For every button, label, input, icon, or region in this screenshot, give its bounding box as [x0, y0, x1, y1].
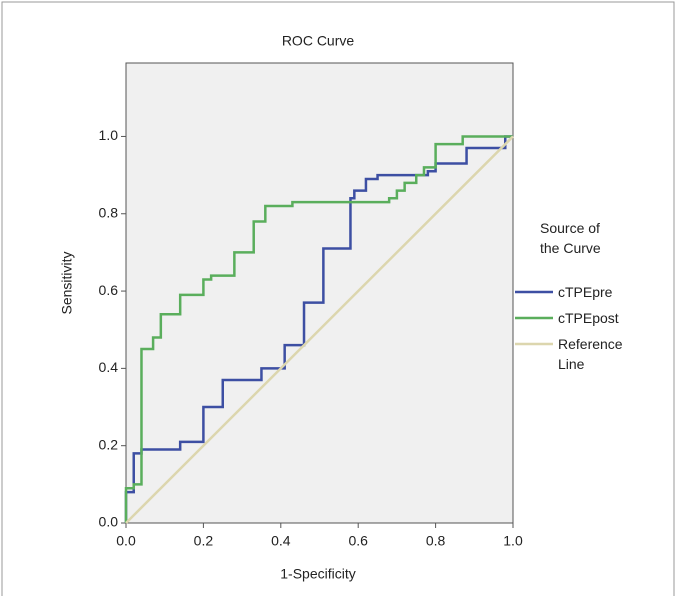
roc-line — [124, 135, 513, 523]
plot-area — [125, 62, 514, 524]
y-tick-label: 0.2 — [99, 436, 119, 452]
y-tick-label: 0.0 — [99, 514, 119, 530]
y-tick-label: 0.4 — [99, 359, 119, 375]
legend-label: cTPEpre — [558, 284, 613, 300]
x-tick-label: 0.2 — [194, 533, 214, 549]
x-tick-label: 0.6 — [348, 533, 368, 549]
x-axis-label: 1-Specificity — [280, 566, 355, 582]
y-tick-label: 1.0 — [99, 127, 119, 143]
legend-title: Source of the Curve — [540, 220, 601, 256]
y-tick-label: 0.6 — [99, 282, 119, 298]
chart-title: ROC Curve — [282, 33, 355, 49]
x-tick-label: 0.4 — [271, 533, 291, 549]
x-tick-label: 0.0 — [116, 533, 136, 549]
roc-line — [125, 135, 514, 524]
legend-label: Reference Line — [558, 336, 623, 372]
legend-label: cTPEpost — [558, 310, 619, 326]
x-tick-label: 0.8 — [426, 533, 446, 549]
y-tick-label: 0.8 — [99, 204, 119, 220]
x-tick-label: 1.0 — [503, 533, 523, 549]
roc-line — [124, 135, 513, 523]
y-axis-label: Sensitivity — [59, 251, 75, 314]
